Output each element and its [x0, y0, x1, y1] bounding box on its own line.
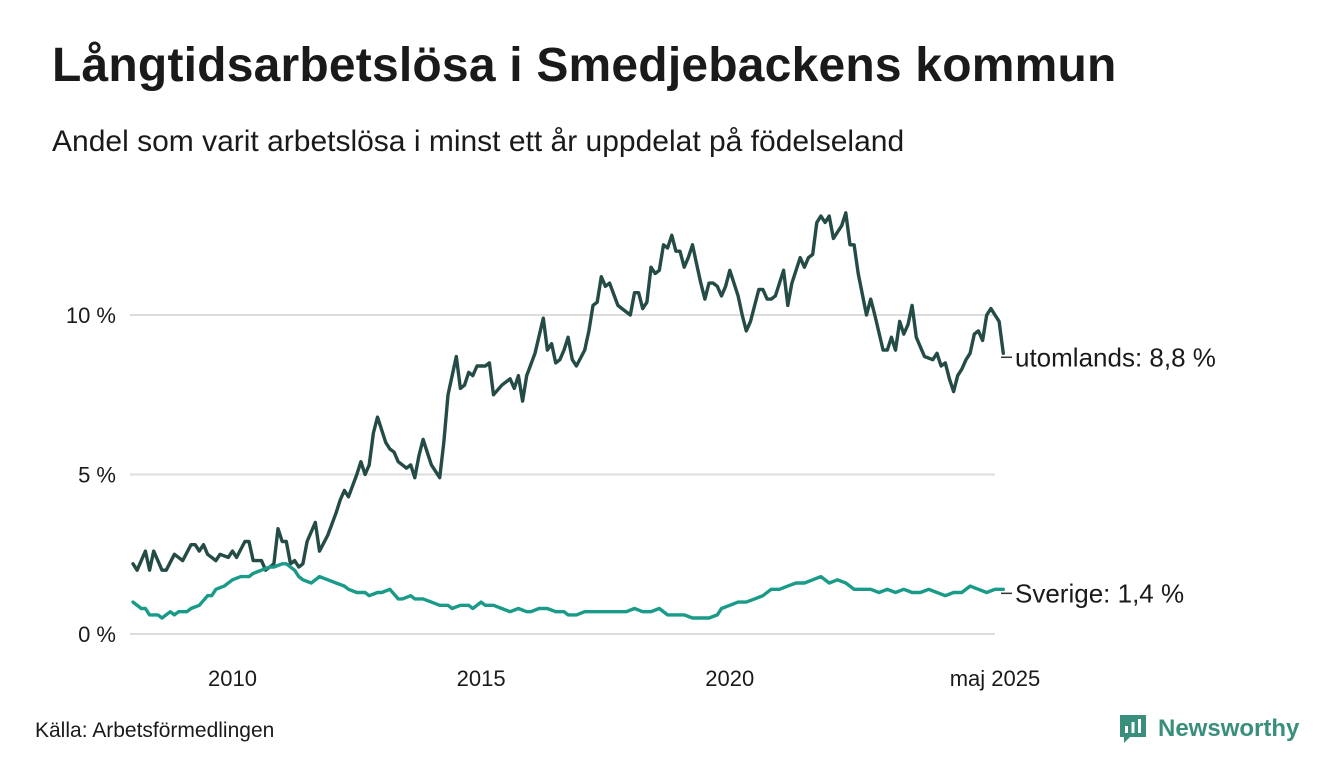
- y-tick-label: 0 %: [78, 622, 116, 647]
- series-lines: [131, 211, 1005, 620]
- x-tick-label: 2010: [208, 666, 257, 691]
- y-tick-label: 10 %: [66, 303, 116, 328]
- series-line-utomlands: [131, 211, 1005, 572]
- x-tick-label: 2015: [457, 666, 506, 691]
- chart-title: Långtidsarbetslösa i Smedjebackens kommu…: [52, 39, 1117, 92]
- chart-subtitle: Andel som varit arbetslösa i minst ett å…: [52, 125, 905, 158]
- newsworthy-logo-icon: [1120, 715, 1146, 743]
- y-axis: 0 % 5 % 10 %: [66, 303, 116, 647]
- series-line-sverige: [131, 562, 1005, 620]
- series-label: utomlands: 8,8 %: [1015, 342, 1216, 372]
- series-labels: utomlands: 8,8 % Sverige: 1,4 %: [1001, 342, 1216, 608]
- newsworthy-logo: Newsworthy: [1118, 713, 1299, 745]
- gridlines: [130, 314, 995, 635]
- brand-name: Newsworthy: [1158, 715, 1300, 742]
- x-tick-label: 2020: [705, 666, 754, 691]
- series-label: Sverige: 1,4 %: [1015, 578, 1184, 608]
- x-tick-label: maj 2025: [950, 666, 1041, 691]
- y-tick-label: 5 %: [78, 463, 116, 488]
- x-axis: 2010 2015 2020 maj 2025: [208, 666, 1040, 691]
- source-note: Källa: Arbetsförmedlingen: [35, 719, 275, 742]
